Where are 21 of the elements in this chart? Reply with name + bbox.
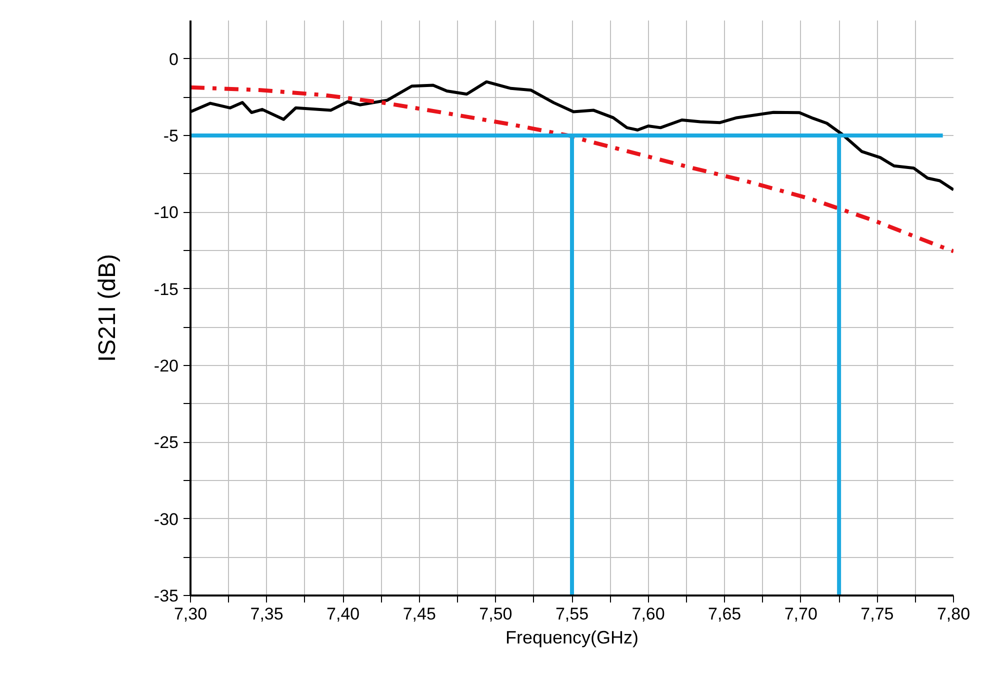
- y-tick-label: -5: [163, 126, 179, 146]
- y-tick-label: -15: [154, 280, 179, 299]
- x-tick-label: 7,60: [632, 604, 665, 624]
- y-tick-label: -20: [154, 356, 179, 376]
- x-tick-label: 7,55: [555, 604, 589, 624]
- x-tick-label: 7,50: [479, 604, 512, 624]
- x-tick-label: 7,35: [250, 604, 284, 624]
- x-tick-label: 7,75: [860, 604, 894, 624]
- y-tick-label: -10: [154, 203, 179, 222]
- y-tick-label: -35: [154, 586, 179, 606]
- y-tick-label: -25: [154, 433, 179, 452]
- x-tick-label: 7,40: [326, 604, 360, 624]
- x-tick-label: 7,30: [174, 604, 208, 624]
- y-tick-label: 0: [169, 50, 179, 69]
- x-tick-label: 7,45: [402, 604, 436, 624]
- x-tick-label: 7,80: [936, 604, 970, 624]
- y-tick-label: -30: [154, 510, 179, 529]
- x-tick-label: 7,65: [708, 604, 742, 624]
- y-axis-title: IS21I (dB): [94, 254, 121, 362]
- x-axis-title: Frequency(GHz): [505, 628, 639, 648]
- x-tick-label: 7,70: [784, 604, 818, 624]
